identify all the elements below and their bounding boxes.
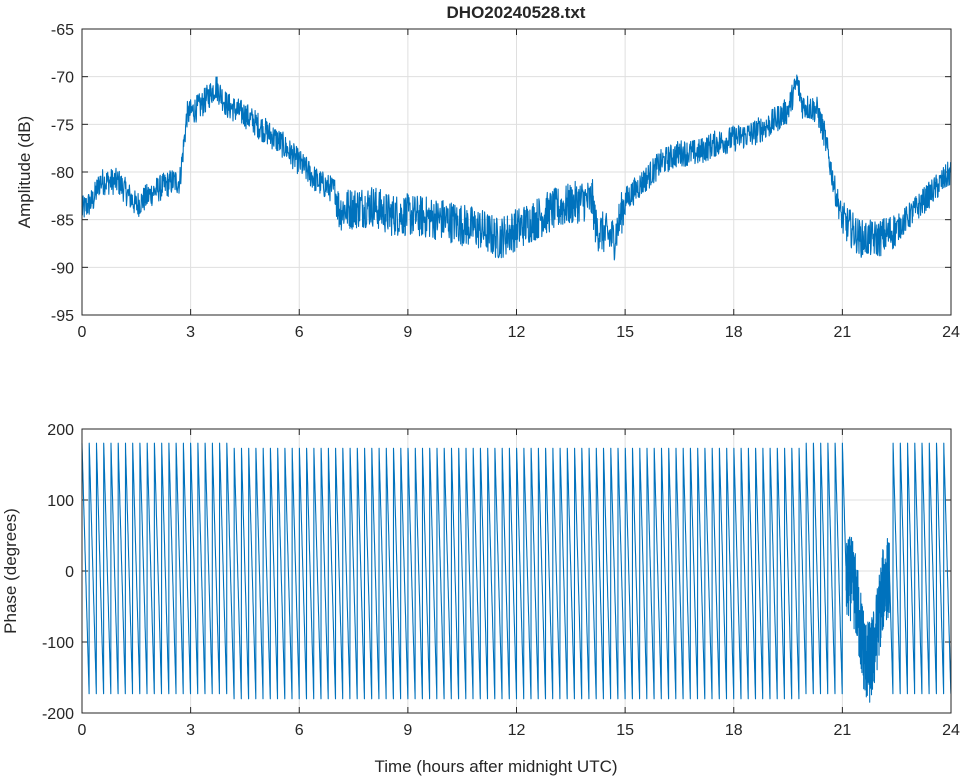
x-tick-label: 24	[942, 722, 960, 739]
phase-axes: 0 3 6 9 12 15 18 21 24 200 100 0 -100 -200	[42, 422, 960, 739]
axes-box	[81, 428, 952, 714]
chart-title: DHO20240528.txt	[447, 3, 586, 22]
x-tick-label: 18	[725, 324, 743, 341]
y-tick-label: -200	[42, 706, 74, 723]
x-tick-label: 12	[508, 722, 526, 739]
amplitude-series-line	[81, 74, 952, 261]
x-tick-label: 15	[616, 722, 634, 739]
phase-series-line	[81, 442, 952, 703]
y-tick-label: -80	[51, 165, 74, 182]
amplitude-axes: 0 3 6 9 12 15 18 21 24 -65 -70 -75 -80 -85 -90 -95	[51, 22, 960, 341]
x-tick-label: 9	[403, 722, 412, 739]
x-tick-label: 6	[295, 722, 304, 739]
x-tick-label: 15	[616, 324, 634, 341]
x-tick-label: 0	[78, 722, 87, 739]
y-tick-label: 0	[65, 564, 74, 581]
x-tick-label: 6	[295, 324, 304, 341]
x-tick-label: 24	[942, 324, 960, 341]
phase-y-label: Phase (degrees)	[1, 508, 20, 634]
y-tick-label: -85	[51, 213, 74, 230]
x-tick-label: 9	[403, 324, 412, 341]
y-tick-label: -95	[51, 308, 74, 325]
y-tick-label: -90	[51, 260, 74, 277]
y-tick-label: -65	[51, 22, 74, 39]
y-tick-label: 200	[47, 422, 74, 439]
y-tick-label: -100	[42, 635, 74, 652]
x-tick-label: 18	[725, 722, 743, 739]
x-axis-label: Time (hours after midnight UTC)	[374, 757, 617, 776]
y-tick-label: -75	[51, 117, 74, 134]
x-tick-label: 21	[833, 722, 851, 739]
x-tick-label: 3	[186, 324, 195, 341]
y-tick-label: -70	[51, 70, 74, 87]
axes-box	[81, 28, 952, 316]
x-tick-label: 3	[186, 722, 195, 739]
x-tick-label: 12	[508, 324, 526, 341]
x-tick-label: 21	[833, 324, 851, 341]
y-tick-label: 100	[47, 493, 74, 510]
amplitude-y-label: Amplitude (dB)	[15, 116, 34, 228]
x-tick-label: 0	[78, 324, 87, 341]
